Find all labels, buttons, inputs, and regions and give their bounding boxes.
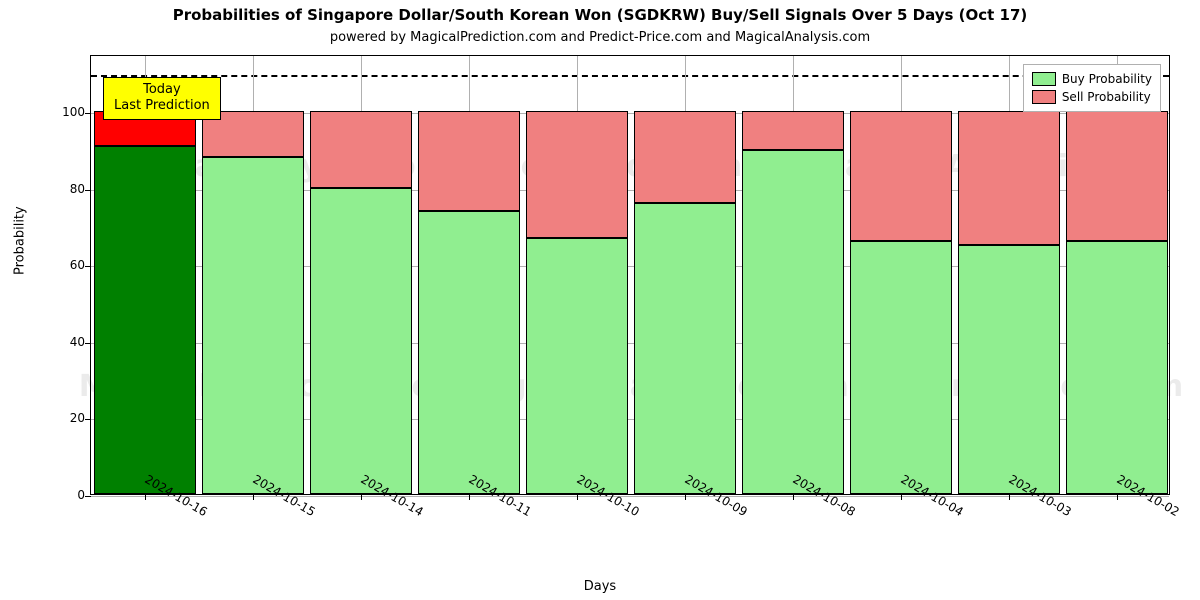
bar-sell xyxy=(634,111,736,203)
ytick-label: 40 xyxy=(25,335,85,349)
annotation-line: Today xyxy=(114,82,210,98)
ytick-label: 80 xyxy=(25,182,85,196)
xtick-mark xyxy=(577,494,578,500)
ytick-label: 0 xyxy=(25,488,85,502)
chart-figure: Probabilities of Singapore Dollar/South … xyxy=(0,0,1200,600)
bar-sell xyxy=(418,111,520,210)
xtick-mark xyxy=(253,494,254,500)
bar-group xyxy=(310,111,412,494)
ytick-mark xyxy=(85,190,91,191)
bar-group xyxy=(742,111,844,494)
xtick-mark xyxy=(685,494,686,500)
xtick-mark xyxy=(901,494,902,500)
legend-swatch xyxy=(1032,90,1056,104)
legend: Buy ProbabilitySell Probability xyxy=(1023,64,1161,112)
x-axis-label: Days xyxy=(0,579,1200,594)
bar-sell xyxy=(958,111,1060,245)
xtick-mark xyxy=(469,494,470,500)
legend-item: Sell Probability xyxy=(1032,88,1152,106)
bar-buy xyxy=(310,188,412,494)
bar-group xyxy=(1066,111,1168,494)
legend-label: Buy Probability xyxy=(1062,70,1152,88)
annotation-line: Last Prediction xyxy=(114,98,210,114)
today-annotation: TodayLast Prediction xyxy=(103,77,221,120)
legend-item: Buy Probability xyxy=(1032,70,1152,88)
ytick-mark xyxy=(85,266,91,267)
bar-group xyxy=(418,111,520,494)
xtick-mark xyxy=(1009,494,1010,500)
bar-buy xyxy=(202,157,304,494)
legend-swatch xyxy=(1032,72,1056,86)
chart-subtitle: powered by MagicalPrediction.com and Pre… xyxy=(0,30,1200,45)
bar-buy xyxy=(958,245,1060,494)
ytick-label: 20 xyxy=(25,411,85,425)
bar-buy xyxy=(526,238,628,494)
bar-buy xyxy=(1066,241,1168,494)
xtick-mark xyxy=(1117,494,1118,500)
xtick-mark xyxy=(145,494,146,500)
bar-group xyxy=(850,111,952,494)
ytick-mark xyxy=(85,113,91,114)
bar-group xyxy=(202,111,304,494)
xtick-mark xyxy=(361,494,362,500)
plot-area: MagicalAnalysis.comMagicalPrediction.com… xyxy=(90,55,1170,495)
bar-group xyxy=(958,111,1060,494)
ytick-mark xyxy=(85,419,91,420)
bar-buy xyxy=(94,146,196,494)
bar-group xyxy=(94,111,196,494)
bar-buy xyxy=(634,203,736,494)
bar-sell xyxy=(850,111,952,241)
bar-buy xyxy=(850,241,952,494)
ytick-label: 100 xyxy=(25,105,85,119)
ytick-mark xyxy=(85,343,91,344)
xtick-mark xyxy=(793,494,794,500)
bar-group xyxy=(634,111,736,494)
bar-sell xyxy=(526,111,628,237)
ytick-mark xyxy=(85,496,91,497)
bar-sell xyxy=(1066,111,1168,241)
bar-sell xyxy=(742,111,844,149)
bar-buy xyxy=(742,150,844,494)
chart-title: Probabilities of Singapore Dollar/South … xyxy=(0,6,1200,24)
bar-group xyxy=(526,111,628,494)
bar-buy xyxy=(418,211,520,494)
legend-label: Sell Probability xyxy=(1062,88,1151,106)
ytick-label: 60 xyxy=(25,258,85,272)
bar-sell xyxy=(310,111,412,188)
